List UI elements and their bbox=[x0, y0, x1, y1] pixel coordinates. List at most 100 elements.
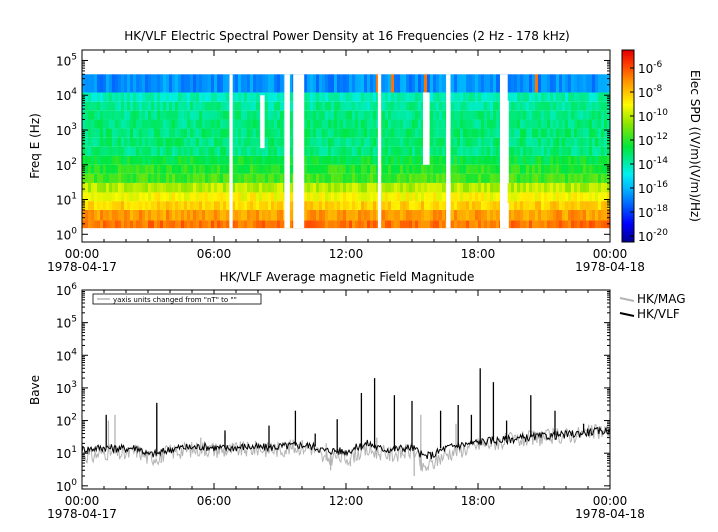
spectrogram-cell bbox=[223, 92, 227, 102]
spectrogram-cell bbox=[145, 192, 149, 202]
spectrogram-cell bbox=[373, 110, 377, 120]
spectrogram-cell bbox=[526, 146, 530, 156]
spectrogram-cell bbox=[466, 128, 470, 138]
spectrogram-cell bbox=[490, 101, 494, 111]
spectrogram-cell bbox=[130, 101, 134, 111]
spectrogram-cell bbox=[454, 119, 458, 129]
field-magnitude-title: HK/VLF Average magnetic Field Magnitude bbox=[220, 270, 475, 284]
spectrogram-cell bbox=[331, 201, 335, 210]
spectrogram-cell bbox=[484, 209, 488, 221]
spectrogram-cell bbox=[334, 220, 338, 229]
spectrogram-cell bbox=[226, 137, 230, 147]
spectrogram-cell bbox=[94, 164, 98, 174]
spectrogram-cell bbox=[157, 164, 161, 174]
spectrogram-cell bbox=[400, 192, 404, 202]
spectrogram-cell bbox=[406, 201, 410, 210]
spectrogram-cell bbox=[184, 146, 188, 156]
spectrogram-cell bbox=[574, 164, 578, 174]
spectrogram-cell bbox=[550, 173, 554, 183]
spectrogram-cell bbox=[112, 110, 116, 120]
spectrogram-cell bbox=[514, 119, 518, 129]
colorbar-segment bbox=[622, 104, 634, 107]
spectrogram-cell bbox=[85, 92, 89, 102]
spectrogram-cell bbox=[109, 173, 113, 183]
spectrogram-cell bbox=[391, 209, 395, 221]
spectrogram-cell bbox=[118, 119, 122, 129]
spectrogram-cell bbox=[115, 92, 119, 102]
spectrogram-cell bbox=[106, 74, 110, 93]
colorbar-segment bbox=[622, 202, 634, 205]
x-tick-date-label: 1978-04-17 bbox=[47, 507, 117, 521]
spectrogram-cell bbox=[388, 137, 392, 147]
spectrogram-cell bbox=[133, 164, 137, 174]
spectrogram-cell bbox=[304, 74, 308, 93]
spectrogram-cell bbox=[460, 209, 464, 221]
spectrogram-cell bbox=[544, 92, 548, 102]
spectrogram-cell bbox=[349, 101, 353, 111]
spectrogram-cell bbox=[331, 110, 335, 120]
spectrogram-cell bbox=[535, 92, 539, 102]
spectrogram-cell bbox=[604, 101, 608, 111]
spectrogram-cell bbox=[274, 110, 278, 120]
spectrogram-cell bbox=[418, 164, 422, 174]
spectrogram-cell bbox=[358, 74, 362, 93]
spectrogram-cell bbox=[526, 220, 530, 229]
spectrogram-cell bbox=[424, 74, 428, 93]
spectrogram-cell bbox=[274, 137, 278, 147]
spectrogram-cell bbox=[574, 128, 578, 138]
spectrogram-cell bbox=[391, 192, 395, 202]
spectrogram-cell bbox=[430, 119, 434, 129]
spectrogram-cell bbox=[310, 74, 314, 93]
spectrogram-cell bbox=[604, 110, 608, 120]
spectrogram-cell bbox=[508, 164, 512, 174]
spectrogram-cell bbox=[385, 155, 389, 165]
spectrogram-cell bbox=[493, 74, 497, 93]
spectrogram-cell bbox=[322, 173, 326, 183]
spectrogram-cell bbox=[187, 137, 191, 147]
spectrogram-cell bbox=[103, 146, 107, 156]
spectrogram-cell bbox=[226, 164, 230, 174]
spectrogram-cell bbox=[331, 220, 335, 229]
spectrogram-cell bbox=[577, 74, 581, 93]
spectrogram-cell bbox=[313, 110, 317, 120]
spectrogram-cell bbox=[466, 192, 470, 202]
spectrogram-cell bbox=[133, 209, 137, 221]
spectrogram-cell bbox=[136, 164, 140, 174]
spectrogram-cell bbox=[184, 220, 188, 229]
spectrogram-cell bbox=[214, 173, 218, 183]
spectrogram-cell bbox=[106, 209, 110, 221]
spectrogram-cell bbox=[238, 192, 242, 202]
spectrogram-cell bbox=[163, 74, 167, 93]
spectrogram-cell bbox=[601, 220, 605, 229]
spectrogram-cell bbox=[91, 110, 95, 120]
spectrogram-cell bbox=[391, 146, 395, 156]
spectrogram-cell bbox=[550, 74, 554, 93]
spectrogram-cell bbox=[511, 119, 515, 129]
colorbar-segment bbox=[622, 98, 634, 101]
spectrogram-cell bbox=[457, 119, 461, 129]
spectrogram-cell bbox=[511, 128, 515, 138]
spectrogram-cell bbox=[508, 74, 512, 93]
spectrogram-cell bbox=[133, 128, 137, 138]
spectrogram-cell bbox=[538, 173, 542, 183]
spectrogram-cell bbox=[211, 128, 215, 138]
spectrogram-cell bbox=[103, 119, 107, 129]
spectrogram-cell bbox=[136, 74, 140, 93]
spectrogram-cell bbox=[475, 137, 479, 147]
spectrogram-cell bbox=[526, 182, 530, 193]
spectrogram-cell bbox=[394, 101, 398, 111]
spectrogram-cell bbox=[364, 110, 368, 120]
spectrogram-cell bbox=[451, 146, 455, 156]
spectrogram-cell bbox=[100, 164, 104, 174]
spectrogram-cell bbox=[322, 209, 326, 221]
spectrogram-cell bbox=[169, 92, 173, 102]
spectrogram-cell bbox=[130, 173, 134, 183]
spectrogram-cell bbox=[220, 128, 224, 138]
spectrogram-cell bbox=[265, 220, 269, 229]
spectrogram-cell bbox=[385, 110, 389, 120]
spectrogram-cell bbox=[127, 119, 131, 129]
spectrogram-cell bbox=[154, 164, 158, 174]
spectrogram-cell bbox=[127, 192, 131, 202]
spectrogram-cell bbox=[163, 92, 167, 102]
spectrogram-cell bbox=[163, 164, 167, 174]
